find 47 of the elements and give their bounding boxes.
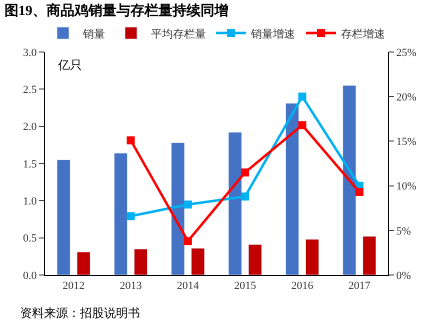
y2-tick-label: 0%	[396, 270, 411, 282]
x-tick-label: 2016	[291, 280, 314, 292]
y2-tick-label: 25%	[396, 46, 416, 59]
point	[184, 200, 192, 209]
legend-label: 销量	[82, 28, 105, 40]
y-tick-label: 1.5	[23, 158, 38, 170]
x-tick-label: 2014	[176, 280, 200, 292]
bar	[171, 142, 185, 275]
point	[184, 237, 192, 246]
chart-title: 图19、商品鸡销量与存栏量持续同增	[4, 2, 228, 19]
bar	[114, 152, 128, 275]
bar	[305, 239, 320, 275]
y2-tick-label: 20%	[396, 91, 416, 104]
bar	[228, 132, 242, 275]
y-tick-label: 0.5	[23, 232, 38, 245]
bar	[342, 85, 356, 275]
point	[355, 188, 364, 196]
point	[298, 92, 306, 101]
y-tick-label: 1.0	[23, 196, 38, 208]
y-tick-label: 3.0	[23, 46, 38, 59]
point	[241, 192, 250, 200]
legend-label: 平均存栏量	[151, 28, 206, 40]
y2-tick-label: 10%	[396, 180, 416, 193]
y-tick-label: 2.0	[23, 121, 38, 134]
bar	[248, 244, 262, 275]
bar	[134, 248, 148, 275]
annotation: 亿只	[57, 58, 82, 72]
point	[241, 168, 250, 176]
y2-tick-label: 5%	[396, 225, 411, 238]
text: 资料来源：招股说明书	[20, 306, 140, 320]
point	[126, 136, 135, 144]
x-tick-label: 2013	[120, 280, 142, 292]
bar	[191, 248, 205, 275]
legend-label: 销量增速	[250, 27, 295, 40]
point	[126, 212, 135, 220]
bar	[56, 160, 70, 275]
bar	[285, 103, 300, 275]
y-tick-label: 0.0	[23, 270, 38, 282]
x-tick-label: 2017	[348, 280, 371, 292]
x-tick-label: 2012	[62, 280, 85, 292]
legend-label: 存栏增速	[341, 27, 385, 40]
y-tick-label: 2.5	[23, 84, 38, 96]
x-tick-label: 2015	[234, 280, 257, 292]
bar	[76, 252, 90, 275]
bar	[362, 236, 376, 275]
y2-tick-label: 15%	[396, 136, 416, 148]
point	[298, 121, 306, 130]
